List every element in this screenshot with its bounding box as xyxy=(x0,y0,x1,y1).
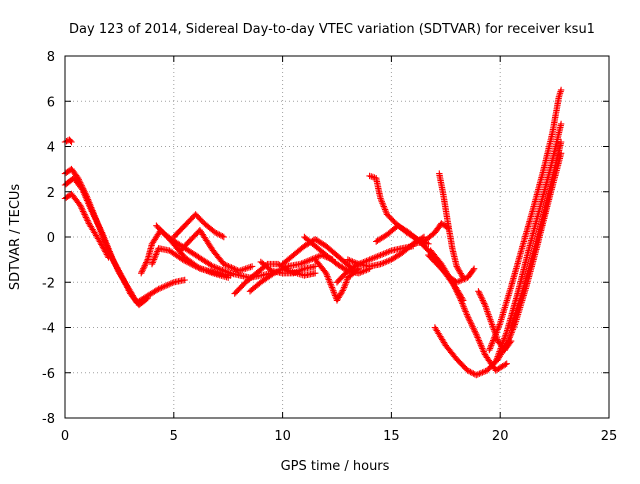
data-markers xyxy=(170,211,227,241)
data-markers xyxy=(257,258,319,277)
series-track-f xyxy=(148,245,232,281)
x-tick-label: 0 xyxy=(61,429,69,444)
data-markers xyxy=(436,170,467,281)
data-markers xyxy=(410,220,452,247)
series-track-g xyxy=(153,222,275,281)
series-track-i xyxy=(177,227,256,275)
chart-title: Day 123 of 2014, Sidereal Day-to-day VTE… xyxy=(69,22,595,37)
x-tick-label: 15 xyxy=(383,429,400,444)
data-markers xyxy=(148,245,232,281)
y-tick-label: -6 xyxy=(42,367,55,382)
series-track-o xyxy=(312,256,362,304)
ticks-layer: 0 5 10 15 20 25 -8 -6 -4 -2 0 2 4 6 8 xyxy=(42,50,617,444)
y-tick-label: -2 xyxy=(42,276,55,291)
x-tick-label: 10 xyxy=(274,429,291,444)
series-track-x xyxy=(436,170,467,281)
data-markers xyxy=(177,227,256,275)
series-track-v xyxy=(427,247,510,374)
x-tick-label: 25 xyxy=(601,429,618,444)
series-track-z4 xyxy=(507,138,565,331)
data-markers xyxy=(427,247,510,374)
series-track-t xyxy=(410,220,452,247)
data-markers xyxy=(486,86,565,354)
series-track-z1 xyxy=(486,86,565,354)
y-tick-label: 6 xyxy=(47,95,55,110)
y-tick-label: 4 xyxy=(47,141,55,156)
data-markers xyxy=(492,120,565,365)
x-tick-label: 5 xyxy=(170,429,178,444)
y-tick-label: 0 xyxy=(47,231,55,246)
y-tick-label: -4 xyxy=(42,322,55,337)
marks-layer xyxy=(61,86,565,379)
x-tick-label: 20 xyxy=(492,429,509,444)
data-markers xyxy=(61,136,75,146)
series-track-m xyxy=(279,236,356,272)
series-track-l xyxy=(257,258,319,277)
series-track-z2 xyxy=(492,120,565,365)
data-markers xyxy=(153,222,275,281)
y-tick-label: 8 xyxy=(47,50,55,65)
y-axis-label: SDTVAR / TECUs xyxy=(8,184,23,291)
data-markers xyxy=(312,256,362,304)
data-markers xyxy=(507,138,565,331)
series-track-h xyxy=(170,211,227,241)
data-markers xyxy=(279,236,356,272)
y-tick-label: -8 xyxy=(42,412,55,427)
y-tick-label: 2 xyxy=(47,186,55,201)
series-track-d xyxy=(61,136,75,146)
x-axis-label: GPS time / hours xyxy=(281,459,390,474)
